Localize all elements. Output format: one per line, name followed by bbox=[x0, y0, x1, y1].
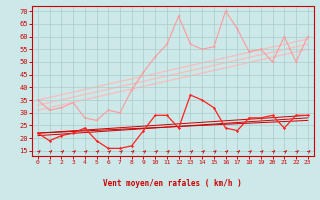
X-axis label: Vent moyen/en rafales ( km/h ): Vent moyen/en rafales ( km/h ) bbox=[103, 179, 242, 188]
